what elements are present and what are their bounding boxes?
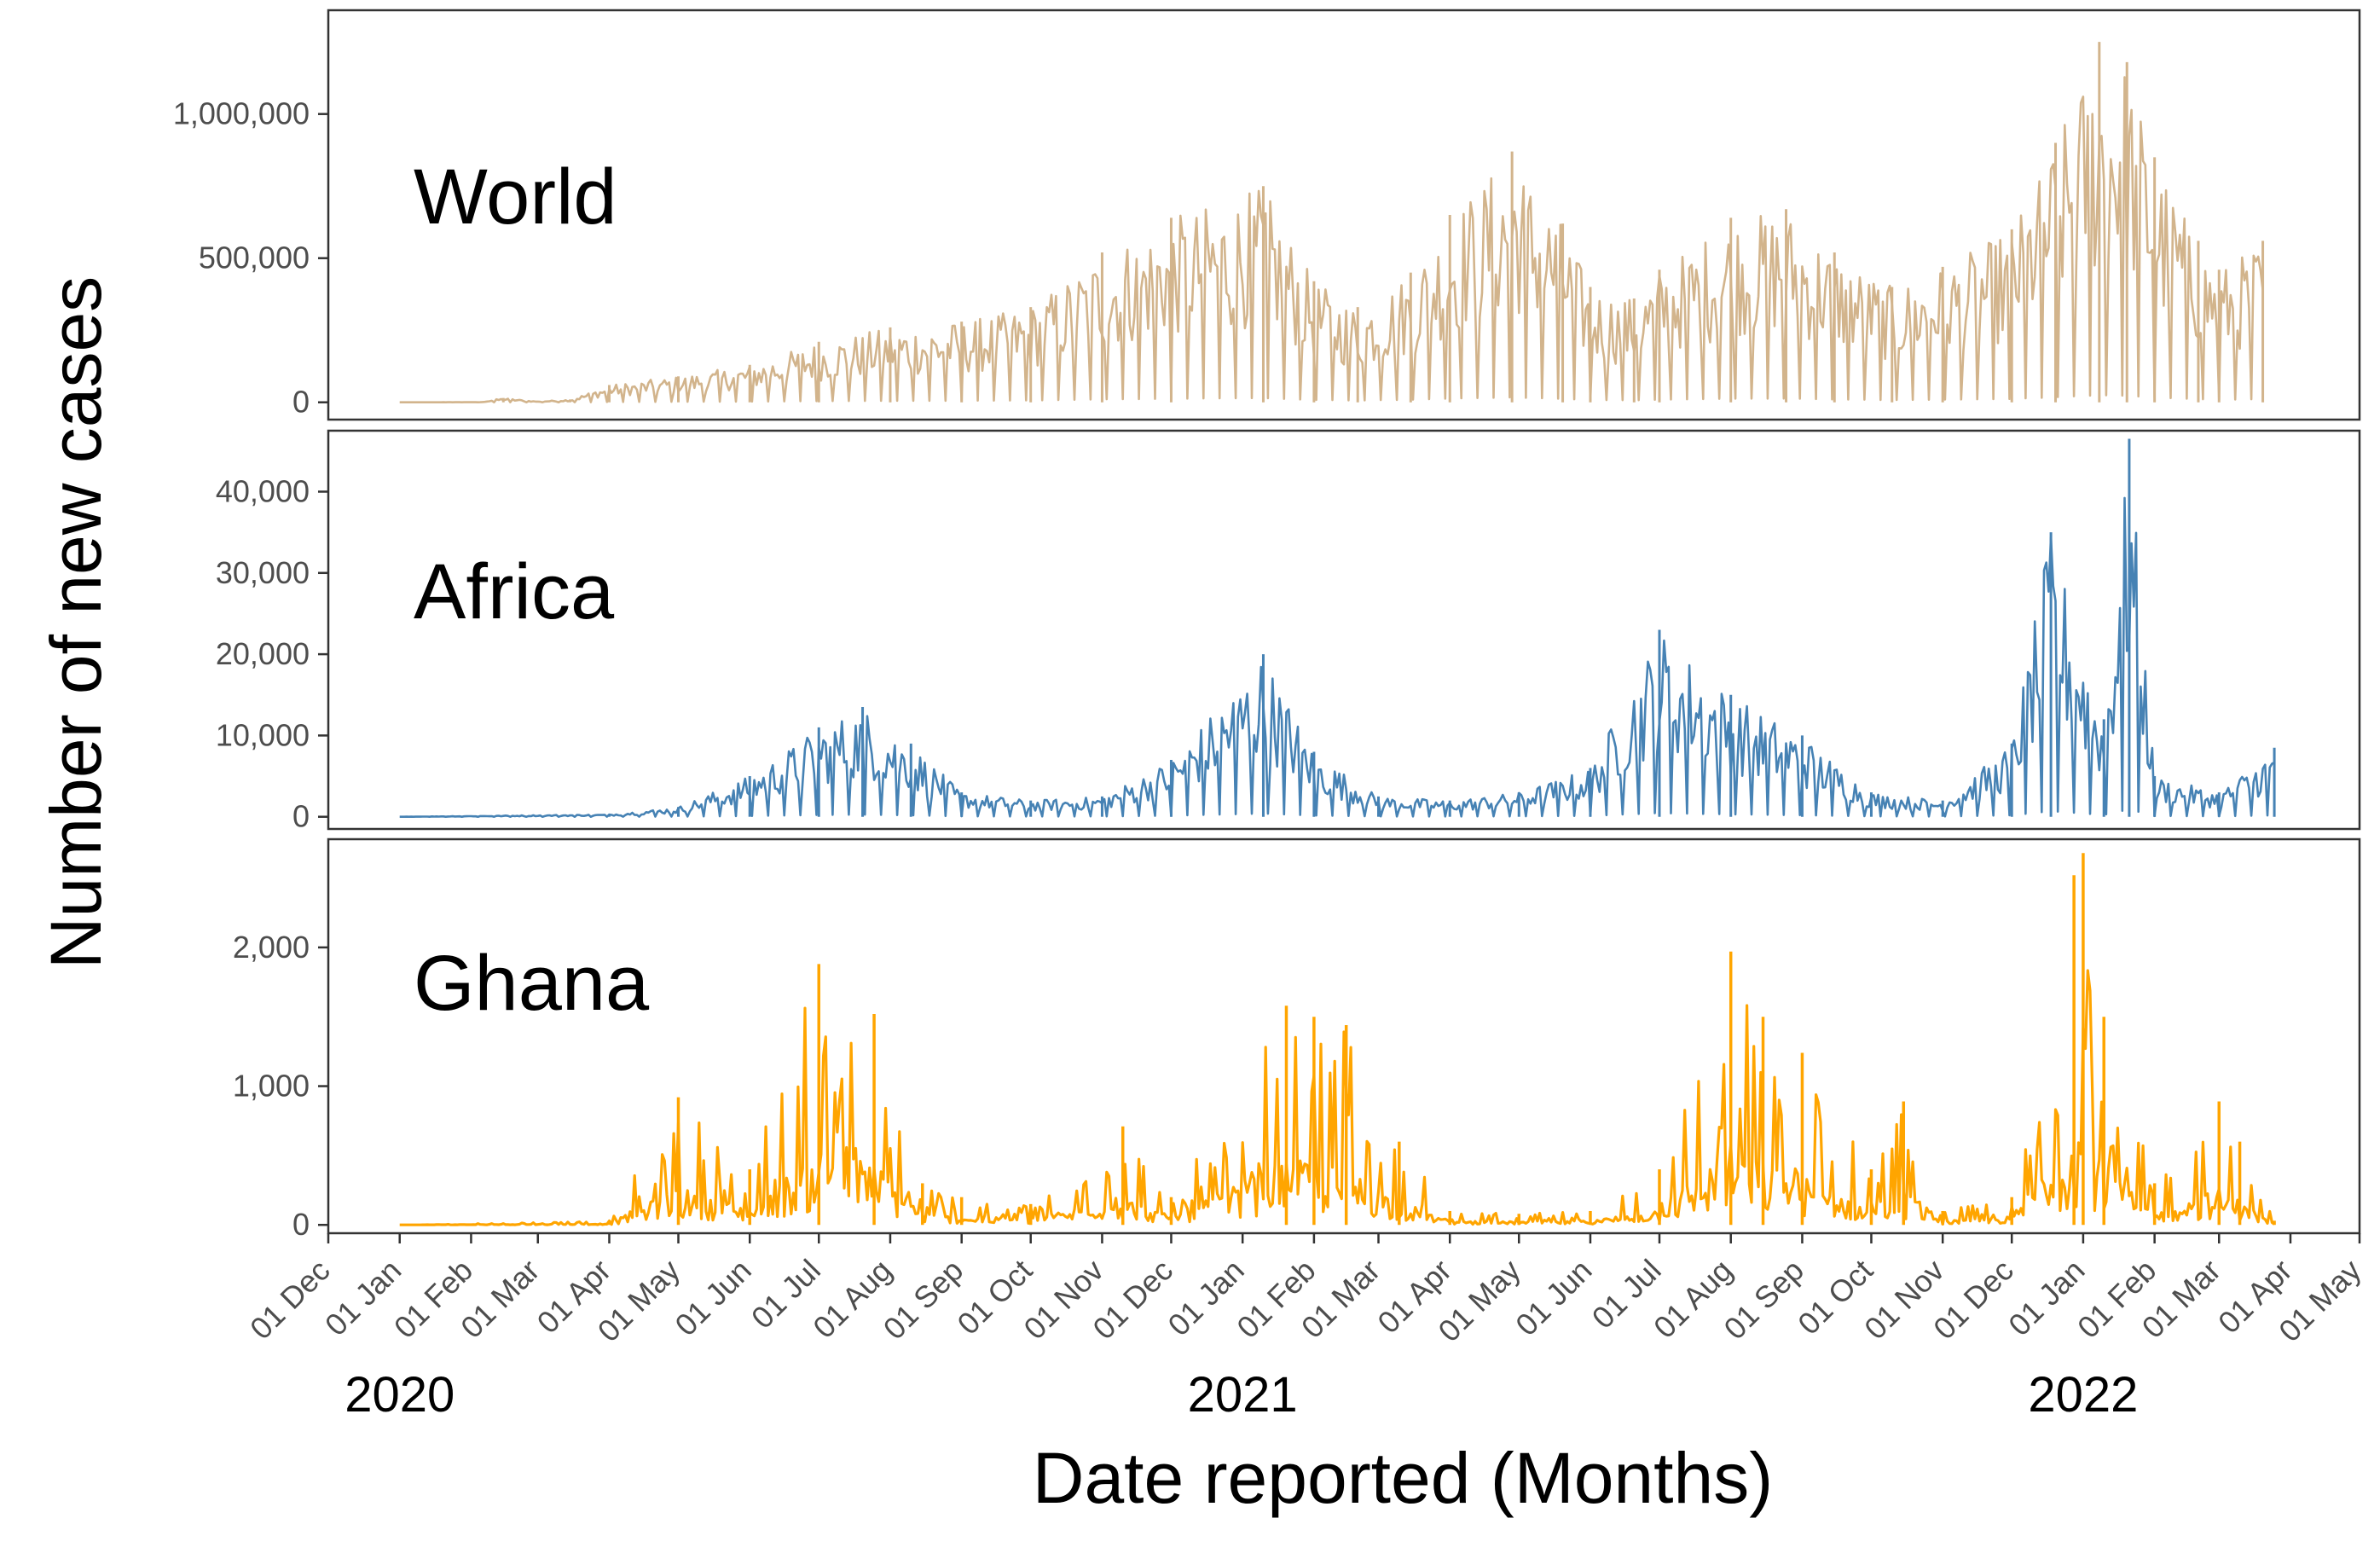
x-tick-label: 01 Aug (1647, 1253, 1739, 1345)
x-tick-label: 01 Jun (668, 1253, 757, 1342)
x-tick-label: 01 Dec (1086, 1253, 1179, 1347)
x-tick-label: 01 Sep (877, 1253, 970, 1347)
y-tick-label: 30,000 (216, 555, 310, 590)
y-tick-label: 20,000 (216, 636, 310, 671)
x-tick-label: 01 Jan (1161, 1253, 1250, 1342)
panel-africa: 0 10,000 20,000 30,000 40,000 Africa (216, 429, 2361, 834)
x-tick-label: 01 Jan (2001, 1253, 2091, 1342)
y-tick-label: 0 (292, 799, 310, 834)
y-tick-label: 0 (292, 385, 310, 420)
panel-ghana: 0 1,000 2,000 Ghana (233, 837, 2361, 1242)
y-tick-label: 500,000 (199, 241, 310, 275)
panel-label: World (414, 154, 617, 241)
y-tick-label: 1,000 (233, 1069, 310, 1104)
x-axis-title: Date reported (Months) (1033, 1438, 1773, 1518)
panel-label: Ghana (414, 940, 650, 1027)
year-label: 2020 (345, 1367, 455, 1423)
x-tick-label: 01 Aug (806, 1253, 898, 1345)
y-tick-label: 1,000,000 (173, 96, 310, 131)
x-tick-label: 01 Sep (1717, 1253, 1810, 1347)
x-tick-label: 01 Jan (318, 1253, 408, 1342)
x-tick-label: 01 Dec (243, 1253, 337, 1347)
x-tick-label: 01 Jun (1508, 1253, 1598, 1342)
y-tick-label: 2,000 (233, 930, 310, 965)
series-line-africa (399, 496, 2275, 819)
y-tick-label: 10,000 (216, 717, 310, 752)
panel-label: Africa (414, 548, 615, 635)
panel-world: 0 500,000 1,000,000 World (173, 9, 2361, 421)
y-tick-label: 40,000 (216, 473, 310, 508)
x-tick-label: 01 Dec (1926, 1253, 2020, 1347)
y-axis-title: Number of new cases (36, 276, 116, 969)
y-tick-label: 0 (292, 1207, 310, 1242)
year-label: 2021 (1188, 1367, 1298, 1423)
year-label: 2022 (2028, 1367, 2138, 1423)
series-line-world (399, 76, 2264, 404)
series-line-ghana (399, 969, 2276, 1226)
panels: 0 500,000 1,000,000 World 0 10,000 20,000 30,00… (173, 9, 2361, 1242)
